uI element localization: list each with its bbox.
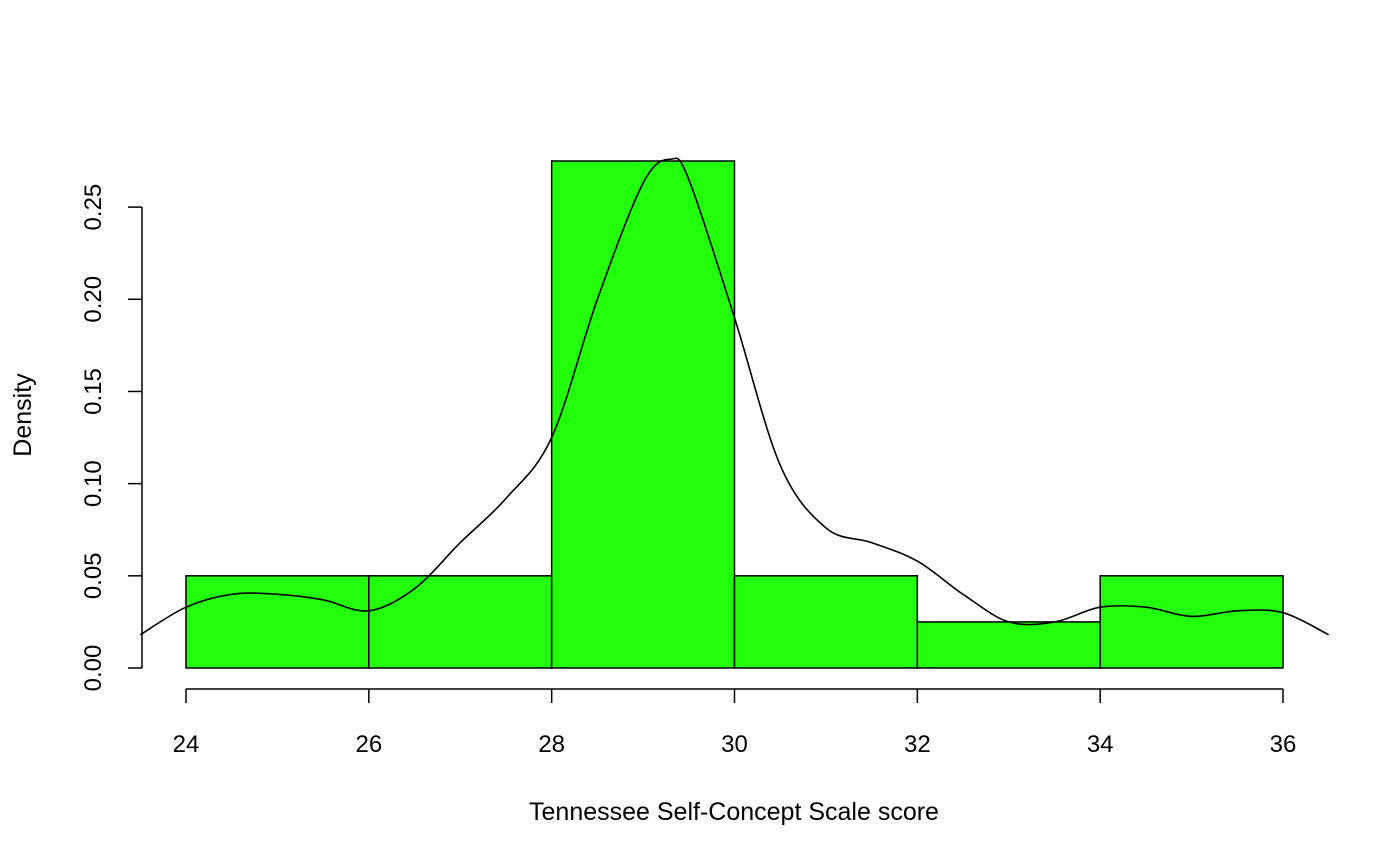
x-tick-label: 30 bbox=[721, 731, 748, 758]
histogram-bar-5 bbox=[917, 622, 1100, 668]
y-tick-label: 0.00 bbox=[80, 645, 107, 692]
histogram-bars bbox=[186, 161, 1283, 668]
x-tick-label: 28 bbox=[538, 731, 565, 758]
histogram-bar-3 bbox=[552, 161, 735, 668]
histogram-bar-6 bbox=[1100, 576, 1283, 668]
x-tick-label: 24 bbox=[173, 731, 200, 758]
x-axis: 24 26 28 30 32 34 36 bbox=[173, 689, 1297, 758]
x-tick-label: 26 bbox=[355, 731, 382, 758]
y-axis-label: Density bbox=[9, 373, 37, 457]
y-tick-label: 0.10 bbox=[80, 460, 107, 507]
histogram-bar-1 bbox=[186, 576, 369, 668]
y-axis: 0.00 0.05 0.10 0.15 0.20 0.25 bbox=[80, 184, 142, 692]
histogram-bar-2 bbox=[369, 576, 552, 668]
x-tick-label: 34 bbox=[1087, 731, 1114, 758]
y-tick-label: 0.15 bbox=[80, 368, 107, 415]
y-tick-label: 0.05 bbox=[80, 552, 107, 599]
histogram-bar-4 bbox=[735, 576, 918, 668]
x-axis-label: Tennessee Self-Concept Scale score bbox=[529, 798, 939, 826]
x-tick-label: 32 bbox=[904, 731, 931, 758]
x-tick-label: 36 bbox=[1270, 731, 1297, 758]
y-tick-label: 0.25 bbox=[80, 184, 107, 231]
y-tick-label: 0.20 bbox=[80, 276, 107, 323]
